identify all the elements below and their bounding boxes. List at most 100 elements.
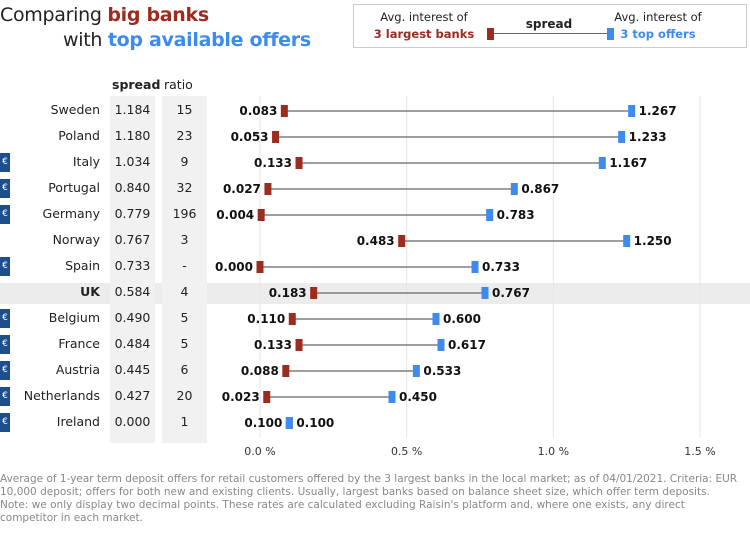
ratio-value: 3	[180, 232, 189, 247]
spread-value: 1.180	[114, 128, 151, 143]
top-offer-marker	[598, 157, 606, 169]
top-offer-marker	[437, 339, 445, 351]
big-bank-marker	[288, 313, 296, 325]
big-bank-value-label: 0.000	[215, 260, 253, 274]
top-offer-value-label: 0.617	[448, 338, 486, 352]
big-bank-marker	[398, 235, 406, 247]
euro-icon: €	[0, 179, 10, 198]
top-offer-value-label: 1.250	[634, 234, 672, 248]
table-row: € Netherlands 0.427 20	[0, 384, 750, 410]
euro-icon: €	[0, 257, 10, 276]
country-label: Sweden	[50, 102, 100, 117]
euro-icon: €	[0, 413, 10, 432]
country-label: Norway	[52, 232, 100, 247]
euro-icon: €	[0, 309, 10, 328]
ratio-value: 4	[180, 284, 189, 299]
top-offer-marker	[471, 261, 479, 273]
top-offer-value-label: 1.233	[629, 130, 667, 144]
country-label: Spain	[65, 258, 100, 273]
legend-top-offer-marker	[607, 28, 614, 40]
spread-value: 0.840	[114, 180, 151, 195]
chart-title: Comparing big banks with top available o…	[0, 0, 320, 60]
big-bank-value-label: 0.023	[222, 390, 260, 404]
title-highlight-top-offers: top available offers	[107, 29, 311, 51]
top-offer-value-label: 0.767	[492, 286, 530, 300]
big-bank-value-label: 0.053	[231, 130, 269, 144]
top-offer-value-label: 0.867	[521, 182, 559, 196]
ratio-value: 1	[180, 414, 189, 429]
country-label: Austria	[55, 362, 100, 377]
footnote: Average of 1-year term deposit offers fo…	[0, 473, 738, 524]
table-row: € Italy 1.034 9	[0, 150, 750, 176]
ratio-value: 6	[180, 362, 189, 377]
big-bank-value-label: 0.483	[357, 234, 395, 248]
table-row: € Ireland 0.000 1	[0, 410, 750, 436]
big-bank-value-label: 0.133	[254, 338, 292, 352]
country-label: France	[58, 336, 100, 351]
table-row: € France 0.484 5	[0, 332, 750, 358]
x-tick-label: 0.0 %	[244, 445, 275, 458]
euro-icon: €	[0, 361, 10, 380]
big-bank-marker	[295, 339, 303, 351]
spread-value: 1.034	[114, 154, 151, 169]
ratio-value: 32	[176, 180, 193, 195]
spread-value: 0.584	[114, 284, 151, 299]
top-offer-value-label: 0.100	[296, 416, 334, 430]
title-prefix-2: with	[63, 29, 108, 51]
top-offer-marker	[412, 365, 420, 377]
spread-value: 0.445	[114, 362, 151, 377]
spread-value: 0.484	[114, 336, 151, 351]
country-label: Belgium	[48, 310, 100, 325]
table-row: € Portugal 0.840 32	[0, 176, 750, 202]
x-tick-label: 1.5 %	[684, 445, 715, 458]
top-offer-marker	[623, 235, 631, 247]
ratio-column-header: ratio	[164, 77, 193, 92]
title-line-2: with top available offers	[63, 29, 311, 51]
top-offer-marker	[432, 313, 440, 325]
table-row: Sweden 1.184 15	[0, 98, 750, 124]
big-bank-value-label: 0.100	[244, 416, 282, 430]
big-bank-marker	[263, 391, 271, 403]
big-bank-marker	[264, 183, 272, 195]
table-row: Poland 1.180 23	[0, 124, 750, 150]
country-label: Ireland	[56, 414, 100, 429]
ratio-value: 5	[180, 310, 189, 325]
title-line-1: Comparing big banks	[0, 4, 209, 26]
ratio-value: 20	[176, 388, 193, 403]
legend-big-bank-marker	[487, 28, 494, 40]
spread-column-background	[110, 96, 155, 443]
table-row: € Spain 0.733 -	[0, 254, 750, 280]
spread-value: 0.733	[114, 258, 151, 273]
big-bank-marker	[310, 287, 318, 299]
top-offer-value-label: 0.533	[423, 364, 461, 378]
dumbbell-plot: 0.0 % 0.5 % 1.0 % 1.5 % 0.083 1.267 0.053 1.233…	[215, 96, 716, 458]
spread-value: 0.427	[114, 388, 151, 403]
ratio-value: 23	[176, 128, 193, 143]
euro-icon: €	[0, 205, 10, 224]
big-bank-value-label: 0.110	[247, 312, 285, 326]
country-label: UK	[80, 284, 100, 299]
big-bank-marker	[272, 131, 280, 143]
legend-right-line2: 3 top offers	[620, 27, 696, 41]
ratio-column-background	[162, 96, 207, 443]
big-bank-value-label: 0.083	[239, 104, 277, 118]
table-row: € Germany 0.779 196	[0, 202, 750, 228]
big-bank-value-label: 0.133	[254, 156, 292, 170]
x-tick-label: 0.5 %	[391, 445, 422, 458]
top-offer-marker	[388, 391, 396, 403]
country-label: Germany	[42, 206, 100, 221]
country-label: Portugal	[48, 180, 100, 195]
top-offer-value-label: 0.733	[482, 260, 520, 274]
legend: Avg. interest of 3 largest banks spread …	[353, 4, 747, 48]
top-offer-value-label: 0.783	[497, 208, 535, 222]
big-bank-value-label: 0.183	[269, 286, 307, 300]
top-offer-marker	[481, 287, 489, 299]
table-row: UK 0.584 4	[0, 280, 750, 306]
top-offer-value-label: 0.600	[443, 312, 481, 326]
top-offer-value-label: 0.450	[399, 390, 437, 404]
spread-value: 0.779	[114, 206, 151, 221]
big-bank-marker	[257, 209, 265, 221]
big-bank-marker	[256, 261, 264, 273]
ratio-value: 5	[180, 336, 189, 351]
euro-icon: €	[0, 335, 10, 354]
